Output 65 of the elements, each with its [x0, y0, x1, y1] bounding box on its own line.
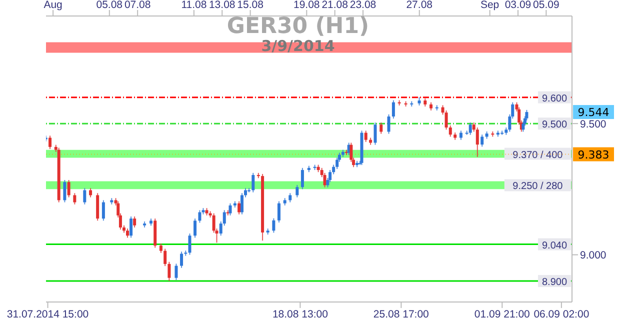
x2-tick-label: 03.09 [504, 0, 532, 11]
x2-tick-label: 23.08 [350, 0, 376, 11]
chart-title: GER30 (H1) [226, 14, 370, 39]
ref-line-label: 9.383 [578, 148, 610, 162]
candlestick [133, 216, 136, 228]
candlestick [296, 184, 299, 198]
candlestick [73, 192, 76, 205]
candlestick [174, 263, 178, 280]
x2-tick-label: 19.08 [294, 0, 320, 11]
candlestick [272, 218, 276, 234]
candlestick [168, 261, 171, 282]
x2-tick-label: 05.08 [96, 0, 123, 11]
candlestick [63, 179, 66, 203]
x-tick-label: 25.08 17:00 [373, 308, 430, 320]
y-tick-label: 9.000 [580, 250, 606, 262]
x2-tick-label: 07.08 [124, 0, 151, 11]
x2-tick-label: 15.08 [237, 0, 264, 11]
x2-tick-label: 11.08 [181, 0, 207, 11]
candlestick [67, 179, 70, 198]
candlestick [288, 192, 292, 203]
x2-tick-label: 13.08 [208, 0, 236, 11]
candlestick [392, 100, 395, 120]
candlestick [380, 122, 383, 134]
candlestick [126, 228, 130, 238]
candlestick [252, 172, 255, 193]
x-tick-label: 01.09 21:00 [474, 308, 530, 320]
candlestick [180, 251, 184, 268]
x-tick-label: 06.09 02:00 [534, 308, 590, 320]
x2-tick-label: 21.08 [322, 0, 348, 11]
ref-line-label: 9.500 [542, 120, 568, 131]
band-label: 9.250 / 280 [512, 181, 564, 192]
ref-line-label: 9.600 [542, 93, 568, 104]
candlestick [374, 122, 377, 146]
candlestick [188, 233, 192, 256]
candlestick [83, 188, 86, 205]
x2-tick-label: Aug [44, 0, 63, 11]
annotation: 9.544 [578, 106, 610, 120]
candlestick [300, 167, 304, 190]
candlestick [164, 248, 167, 267]
candlestick [130, 216, 133, 238]
candlestick [480, 134, 484, 148]
candlestick [277, 200, 280, 223]
ref-line-label: 8.900 [542, 277, 568, 288]
candlestick [89, 188, 92, 198]
x2-tick-label: 27.08 [406, 0, 433, 11]
candlestick [459, 130, 462, 140]
candlestick [102, 200, 105, 222]
candlestick [468, 122, 472, 136]
candlestick [228, 202, 232, 216]
candlestick [96, 192, 100, 222]
candlestick [194, 218, 197, 238]
x-tick-label: 18.08 13:00 [272, 308, 328, 320]
text: 3/9/2014 [260, 37, 336, 55]
candlestick [198, 210, 202, 224]
x-tick-label: 31.07.2014 15:00 [6, 308, 89, 320]
candlestick [387, 114, 390, 134]
x2-tick-label: Sep [480, 0, 500, 11]
ref-line-label: 9.040 [542, 240, 568, 252]
candlestick [364, 130, 368, 142]
candlestick [48, 135, 52, 150]
candlestick [238, 200, 241, 215]
candlestick [159, 242, 162, 254]
candlestick [448, 124, 452, 138]
x2-tick-label: 05.09 [533, 0, 560, 11]
band-label: 9.370 / 400 [512, 150, 564, 161]
